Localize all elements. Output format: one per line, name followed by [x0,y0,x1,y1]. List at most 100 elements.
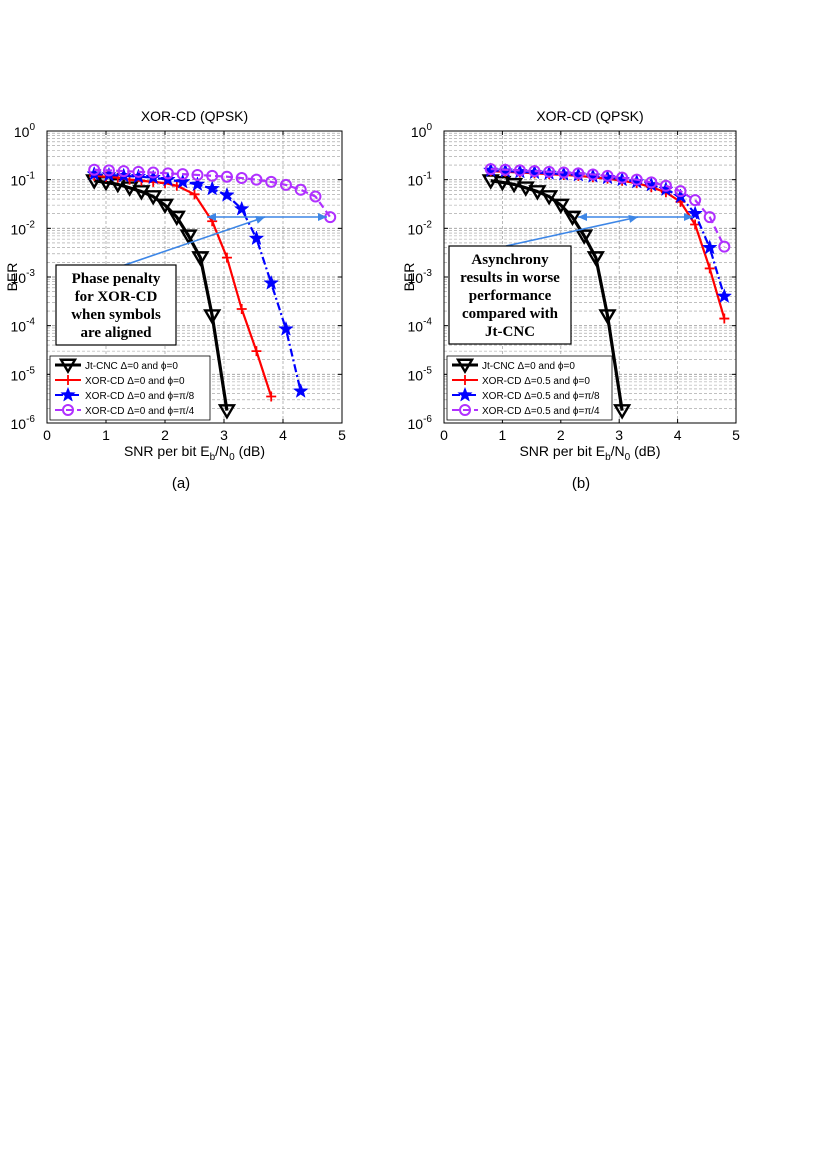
data-point [167,210,186,227]
legend: Jt-CNC Δ=0 and ϕ=0 XOR-CD Δ=0 and ϕ=0 XOR-… [49,355,211,421]
data-point [206,169,219,182]
data-point [155,198,175,215]
y-tick-label: 10-2 [408,219,433,237]
data-point [191,251,210,267]
data-point [674,185,687,198]
y-tick-label: 10-4 [408,317,433,335]
data-point [147,166,160,179]
data-point [659,179,672,192]
y-tick-label: 10-5 [408,365,433,383]
arrow-head [207,213,216,221]
legend-marker [63,375,73,385]
annotation-text: performance [469,288,552,304]
annotation-box: Asynchrony results in worse performance com… [448,245,572,345]
legend-marker [459,404,471,416]
x-tick-label: 4 [674,427,682,443]
data-point [132,165,145,178]
legend-marker [58,358,78,375]
annotation-arrows [505,213,693,247]
annotation-text: Phase penalty [72,271,161,287]
data-point [718,240,731,253]
annotation-frame [448,245,572,345]
legend-entry: XOR-CD Δ=0 and ϕ=0 [85,376,185,387]
x-tick-label: 0 [43,427,51,443]
data-point [557,166,570,179]
annotation-text: Jt-CNC [485,324,535,340]
data-point [248,230,265,246]
data-point [189,189,200,200]
data-point [292,382,309,398]
annotation-text: Asynchrony [471,252,549,268]
y-tick-label: 10-6 [11,414,36,432]
y-axis-label: BER [4,263,20,292]
annotation-text: are aligned [81,325,153,341]
data-point [233,200,250,216]
legend-marker [460,375,470,385]
annotation-arrows [115,213,327,269]
x-tick-label: 1 [102,427,110,443]
y-tick-label: 10-1 [408,171,433,189]
data-point [117,165,130,178]
y-tick-label: 10-3 [11,268,36,286]
y-tick-label: 10-4 [11,317,36,335]
data-point [690,219,701,230]
data-point [294,183,307,196]
legend: Jt-CNC Δ=0 and ϕ=0 XOR-CD Δ=0.5 and ϕ=0 XO… [446,355,613,421]
data-point [266,391,277,402]
panel-caption: (b) [572,475,590,492]
data-point [543,165,556,178]
x-tick-label: 2 [161,427,169,443]
data-point [221,252,232,263]
y-tick-label: 10-5 [11,365,36,383]
data-point [689,194,702,207]
data-point [630,173,643,186]
annotation-text: compared with [462,306,559,322]
legend-marker [62,404,74,416]
annotation-text: for XOR-CD [75,289,158,305]
legend-entry: XOR-CD Δ=0 and ϕ=π/4 [85,406,195,417]
y-tick-label: 10-3 [408,268,433,286]
data-point [203,309,222,325]
legend-marker [60,386,76,402]
x-tick-label: 1 [499,427,507,443]
y-tick-label: 10-1 [11,171,36,189]
arrow-head [255,216,265,224]
data-point [219,186,235,202]
legend-entry: Jt-CNC Δ=0 and ϕ=0 [85,361,178,372]
data-point [613,404,632,420]
data-point [176,168,189,181]
legend-entry: XOR-CD Δ=0.5 and ϕ=π/4 [482,406,600,417]
data-point [161,167,174,180]
legend-entry: Jt-CNC Δ=0 and ϕ=0 [482,361,575,372]
data-point [235,172,248,185]
data-point [701,239,718,255]
chart-title: XOR-CD (QPSK) [141,108,248,124]
x-tick-label: 3 [615,427,623,443]
data-point [144,190,163,206]
data-point [189,176,206,192]
data-point [309,190,322,203]
x-tick-label: 0 [440,427,448,443]
legend-marker [457,386,473,402]
data-point [516,181,535,197]
figure-svg: 0 1 2 3 4 5 10-6 10-5 10-4 10-3 10-2 10-1 100 XOR-CD … [4,108,740,492]
data-point [220,170,233,183]
data-point [191,168,204,181]
arrow-head [578,213,587,221]
x-tick-label: 5 [338,427,346,443]
data-point [572,167,585,180]
panel-caption: (a) [172,475,190,492]
data-point [484,163,497,176]
y-axis-label: BER [401,263,417,292]
data-point [586,251,605,267]
y-tick-label: 10-6 [408,414,433,432]
annotation-text: results in worse [460,270,560,286]
data-point [251,346,262,357]
data-point [179,229,198,245]
data-point [504,177,524,194]
legend-entry: XOR-CD Δ=0.5 and ϕ=π/8 [482,391,600,402]
annotation-text: when symbols [71,307,161,323]
data-point [217,404,237,420]
data-point [540,190,559,206]
